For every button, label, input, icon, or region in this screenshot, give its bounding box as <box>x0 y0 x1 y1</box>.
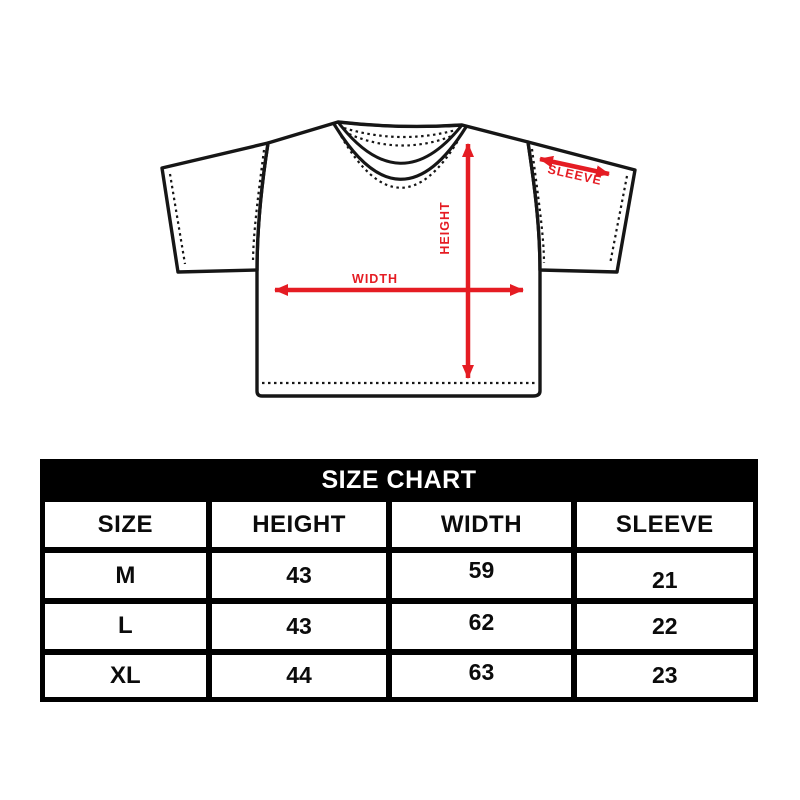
tshirt-left-sleeve <box>160 141 270 274</box>
stitch-lines <box>168 126 629 385</box>
sleeve-value-l: 22 <box>576 604 753 649</box>
size-label-l: L <box>45 604 206 649</box>
column-header-height: HEIGHT <box>211 502 387 548</box>
height-value-l: 43 <box>211 604 387 649</box>
column-header-size: SIZE <box>45 502 206 548</box>
size-chart-table: SIZE CHART SIZE HEIGHT WIDTH SLEEVE M 43… <box>40 459 758 702</box>
sleeve-value-xl: 23 <box>576 654 753 697</box>
size-chart-grid: SIZE HEIGHT WIDTH SLEEVE M 43 59 21 L 43… <box>40 502 758 702</box>
tshirt-collar <box>332 120 468 181</box>
size-chart-title: SIZE CHART <box>321 466 477 494</box>
sleeve-arrow <box>539 155 610 178</box>
width-label: WIDTH <box>352 272 398 286</box>
sleeve-value-m: 21 <box>576 553 753 599</box>
width-value-m: 59 <box>392 553 571 599</box>
width-value-xl: 63 <box>392 654 571 697</box>
column-header-sleeve: SLEEVE <box>576 502 753 548</box>
size-label-xl: XL <box>45 654 206 697</box>
tshirt-diagram: HEIGHT WIDTH SLEEVE <box>160 120 637 398</box>
size-label-m: M <box>45 553 206 599</box>
height-label: HEIGHT <box>438 201 452 254</box>
height-value-m: 43 <box>211 553 387 599</box>
column-header-width: WIDTH <box>392 502 571 548</box>
width-value-l: 62 <box>392 604 571 649</box>
height-value-xl: 44 <box>211 654 387 697</box>
measurement-arrows <box>274 143 610 379</box>
